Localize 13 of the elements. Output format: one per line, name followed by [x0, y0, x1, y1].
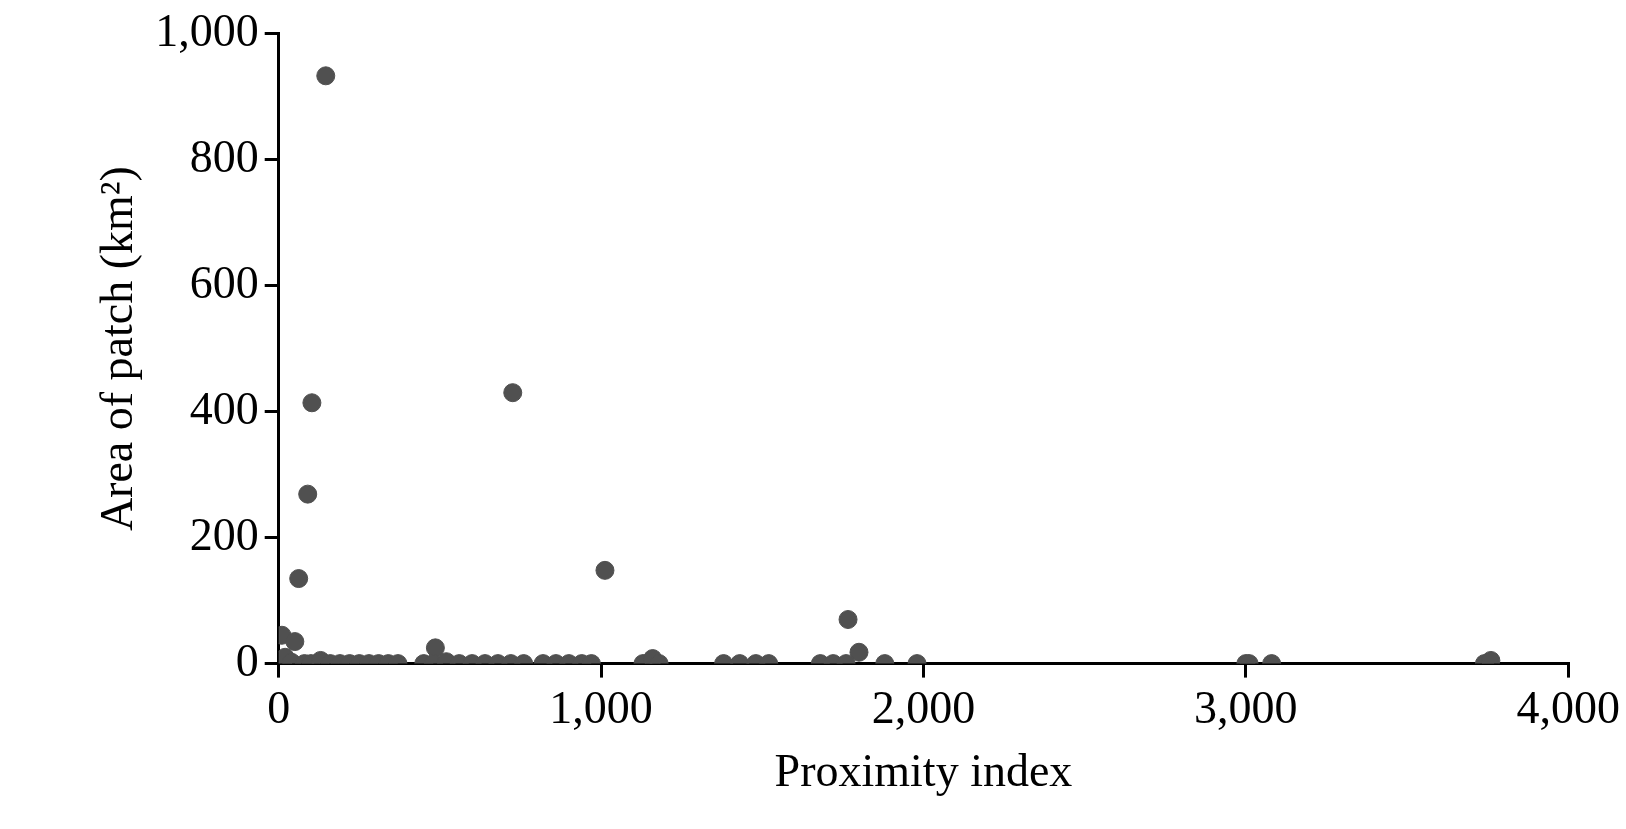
y-tick-label: 400: [189, 382, 259, 434]
y-tick-label: 200: [189, 508, 259, 560]
x-tick-label: 1,000: [549, 682, 653, 734]
x-axis-title: Proximity index: [774, 745, 1073, 797]
x-tick-label: 2,000: [871, 682, 976, 734]
y-tick-label: 0: [235, 634, 259, 686]
y-axis-title: Area of patch (km²): [90, 166, 142, 532]
y-tick-label: 800: [189, 130, 259, 182]
x-tick-label: 4,000: [1516, 682, 1620, 734]
y-tick-label: 1,000: [155, 4, 259, 56]
y-tick-label: 600: [189, 256, 259, 308]
x-tick-label: 0: [267, 682, 291, 734]
x-tick-label: 3,000: [1194, 682, 1298, 734]
